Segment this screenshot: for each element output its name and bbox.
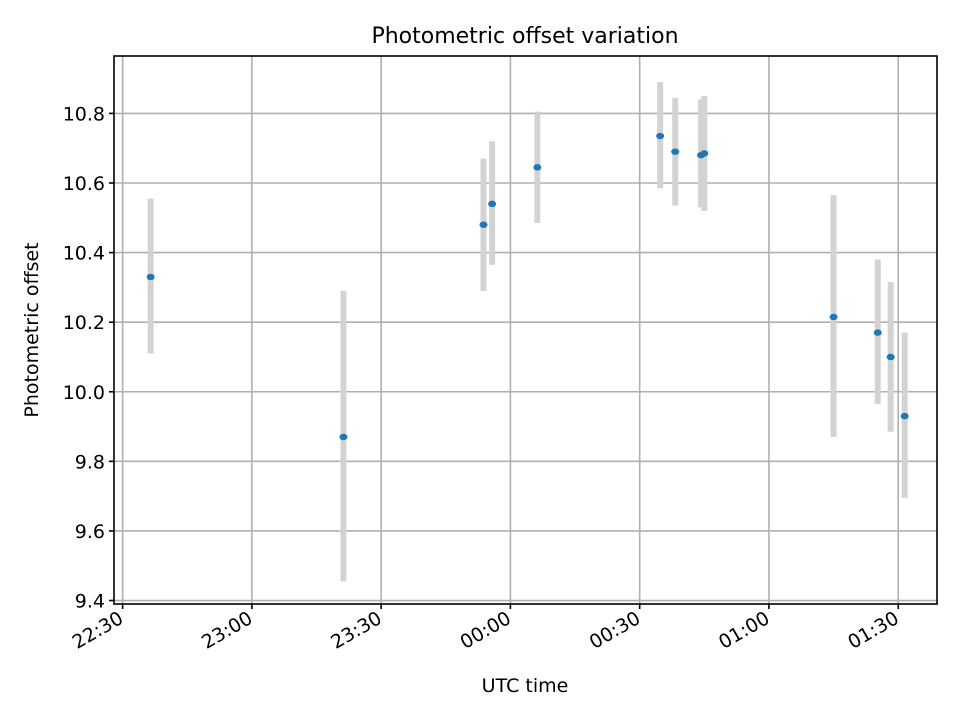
y-tick-label: 10.2 xyxy=(63,312,105,334)
y-tick-label: 10.0 xyxy=(63,382,105,404)
y-tick-label: 10.6 xyxy=(63,173,105,195)
y-tick-label: 9.6 xyxy=(75,521,105,543)
data-point xyxy=(900,412,909,420)
data-point xyxy=(339,433,348,441)
chart-title: Photometric offset variation xyxy=(371,24,678,49)
y-axis-label: Photometric offset xyxy=(21,242,43,417)
data-point xyxy=(479,221,488,228)
data-points xyxy=(146,132,909,441)
y-tick-label: 10.4 xyxy=(63,243,105,265)
y-tick-label: 9.8 xyxy=(75,451,105,473)
data-point xyxy=(146,273,155,281)
grid xyxy=(114,56,937,604)
data-point xyxy=(656,132,665,140)
data-point xyxy=(671,148,680,155)
plot-frame xyxy=(113,55,938,605)
data-point xyxy=(488,200,497,208)
data-point xyxy=(886,353,895,361)
x-axis-label: UTC time xyxy=(482,675,569,697)
data-point xyxy=(873,329,882,336)
y-tick-label: 9.4 xyxy=(75,591,105,613)
y-tick-label: 10.8 xyxy=(63,103,105,125)
data-point xyxy=(533,164,542,171)
data-point xyxy=(829,313,838,321)
data-point xyxy=(700,150,709,157)
